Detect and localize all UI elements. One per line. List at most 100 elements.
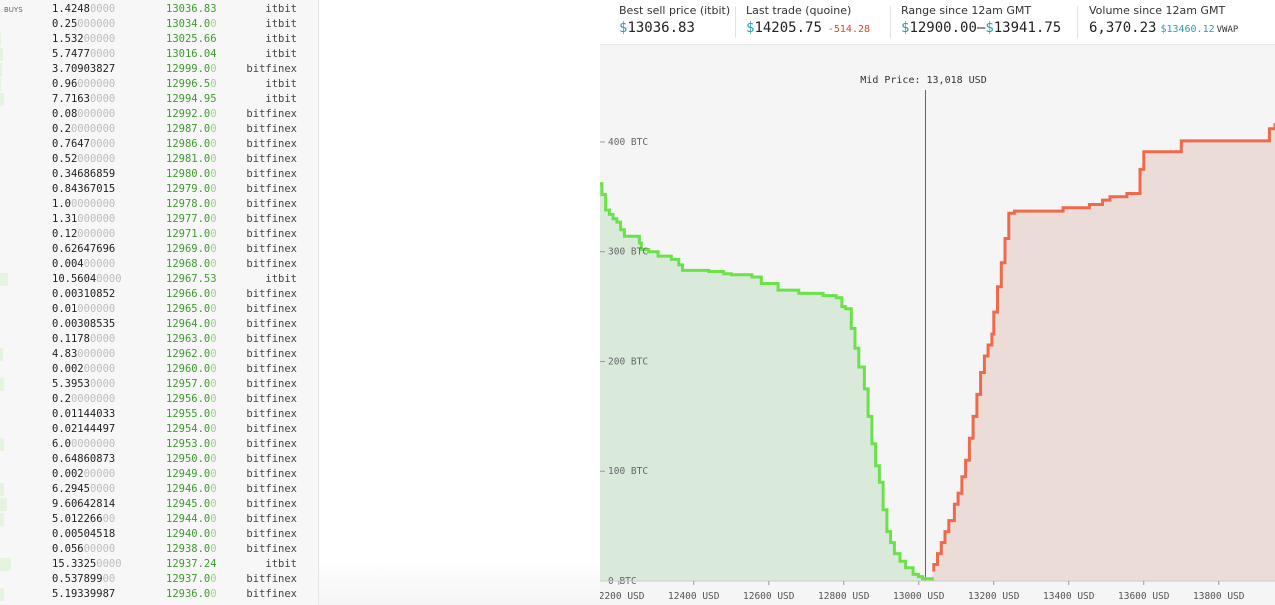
order-price: 12949.00 bbox=[166, 468, 217, 480]
depth-bar bbox=[0, 273, 8, 286]
order-row[interactable]: 0.64860873 12950.00 bitfinex bbox=[0, 452, 318, 467]
order-amount: 0.96000000 bbox=[52, 78, 116, 90]
x-tick-label: 13400 USD bbox=[1043, 591, 1095, 602]
order-exchange: bitfinex bbox=[246, 198, 297, 210]
order-amount: 0.34686859 bbox=[52, 168, 116, 180]
depth-bar bbox=[0, 558, 11, 571]
volume-label: Volume since 12am GMT bbox=[1089, 4, 1226, 17]
order-row[interactable]: 0.08000000 12992.00 bitfinex bbox=[0, 107, 318, 122]
order-row[interactable]: 0.00504518 12940.00 bitfinex bbox=[0, 527, 318, 542]
order-amount: 5.01226600 bbox=[52, 513, 116, 525]
order-row[interactable]: 0.96000000 12996.50 itbit bbox=[0, 77, 318, 92]
best-sell-stat: Best sell price (itbit) $13036.83 bbox=[619, 4, 730, 40]
order-row[interactable]: 1.31000000 12977.00 bitfinex bbox=[0, 212, 318, 227]
order-exchange: bitfinex bbox=[246, 513, 297, 525]
order-row[interactable]: 10.56040000 12967.53 itbit bbox=[0, 272, 318, 287]
order-row[interactable]: 0.01144033 12955.00 bitfinex bbox=[0, 407, 318, 422]
last-trade-value: $14205.75 -514.28 bbox=[746, 20, 870, 36]
order-amount: 0.00310852 bbox=[52, 288, 116, 300]
order-row[interactable]: 1.00000000 12978.00 bitfinex bbox=[0, 197, 318, 212]
order-amount: 0.64860873 bbox=[52, 453, 116, 465]
depth-bar bbox=[0, 63, 2, 76]
order-row[interactable]: 0.25000000 13034.00 itbit bbox=[0, 17, 318, 32]
vwap-label: VWAP bbox=[1216, 25, 1239, 35]
order-row[interactable]: 3.70903827 12999.00 bitfinex bbox=[0, 62, 318, 77]
order-amount: 0.52000000 bbox=[52, 153, 116, 165]
order-row[interactable]: 0.62647696 12969.00 bitfinex bbox=[0, 242, 318, 257]
order-row[interactable]: 5.74770000 13016.04 itbit bbox=[0, 47, 318, 62]
order-price: 12953.00 bbox=[166, 438, 217, 450]
order-price: 12963.00 bbox=[166, 333, 217, 345]
order-book-panel[interactable]: BUYS 1.42480000 13036.83 itbit 0.25000000 13… bbox=[0, 0, 319, 605]
order-row[interactable]: 0.84367015 12979.00 bitfinex bbox=[0, 182, 318, 197]
order-row[interactable]: 0.11780000 12963.00 bitfinex bbox=[0, 332, 318, 347]
last-trade-price: 14205.75 bbox=[754, 20, 822, 36]
order-row[interactable]: 15.33250000 12937.24 itbit bbox=[0, 557, 318, 572]
depth-bar bbox=[0, 483, 4, 496]
order-row[interactable]: 0.00400000 12968.00 bitfinex bbox=[0, 257, 318, 272]
order-row[interactable]: 0.52000000 12981.00 bitfinex bbox=[0, 152, 318, 167]
depth-chart[interactable]: Mid Price: 13,018 USD 0 BTC 100 BTC 200 BTC… bbox=[600, 45, 1275, 605]
order-price: 12980.00 bbox=[166, 168, 217, 180]
order-amount: 0.20000000 bbox=[52, 393, 116, 405]
order-price: 13016.04 bbox=[166, 48, 217, 60]
depth-bar bbox=[0, 588, 4, 601]
order-row[interactable]: 0.00308535 12964.00 bitfinex bbox=[0, 317, 318, 332]
bids-line bbox=[600, 182, 934, 581]
order-row[interactable]: 5.01226600 12944.00 bitfinex bbox=[0, 512, 318, 527]
order-exchange: itbit bbox=[265, 273, 297, 285]
order-price: 12968.00 bbox=[166, 258, 217, 270]
order-row[interactable]: 0.05600000 12938.00 bitfinex bbox=[0, 542, 318, 557]
order-row[interactable]: 4.83000000 12962.00 bitfinex bbox=[0, 347, 318, 362]
order-row[interactable]: 0.01000000 12965.00 bitfinex bbox=[0, 302, 318, 317]
order-amount: 0.00400000 bbox=[52, 258, 116, 270]
order-amount: 5.19339987 bbox=[52, 588, 116, 600]
volume-stat: Volume since 12am GMT 6,370.23 $13460.12 V… bbox=[1089, 4, 1238, 40]
order-row[interactable]: 1.42480000 13036.83 itbit bbox=[0, 2, 318, 17]
order-row[interactable]: 0.12000000 12971.00 bitfinex bbox=[0, 227, 318, 242]
order-exchange: bitfinex bbox=[246, 243, 297, 255]
order-row[interactable]: 0.20000000 12956.00 bitfinex bbox=[0, 392, 318, 407]
order-amount: 4.83000000 bbox=[52, 348, 116, 360]
order-price: 12940.00 bbox=[166, 528, 217, 540]
order-row[interactable]: 6.00000000 12953.00 bitfinex bbox=[0, 437, 318, 452]
order-amount: 5.39530000 bbox=[52, 378, 116, 390]
stat-divider bbox=[1077, 6, 1078, 38]
x-tick-label: 12600 USD bbox=[743, 591, 795, 602]
order-exchange: itbit bbox=[265, 93, 297, 105]
panel-fade bbox=[318, 560, 600, 605]
range-high-currency: $ bbox=[985, 20, 994, 36]
order-row[interactable]: 0.20000000 12987.00 bitfinex bbox=[0, 122, 318, 137]
order-price: 12986.00 bbox=[166, 138, 217, 150]
order-amount: 6.00000000 bbox=[52, 438, 116, 450]
order-price: 12981.00 bbox=[166, 153, 217, 165]
order-row[interactable]: 0.00310852 12966.00 bitfinex bbox=[0, 287, 318, 302]
order-row[interactable]: 1.53200000 13025.66 itbit bbox=[0, 32, 318, 47]
stat-divider bbox=[735, 6, 736, 38]
x-tick-label: 13600 USD bbox=[1118, 591, 1170, 602]
order-exchange: bitfinex bbox=[246, 423, 297, 435]
order-price: 12954.00 bbox=[166, 423, 217, 435]
order-row[interactable]: 7.71630000 12994.95 itbit bbox=[0, 92, 318, 107]
order-price: 12955.00 bbox=[166, 408, 217, 420]
order-exchange: bitfinex bbox=[246, 573, 297, 585]
order-row[interactable]: 0.34686859 12980.00 bitfinex bbox=[0, 167, 318, 182]
range-low: 12900.00 bbox=[909, 20, 977, 36]
order-row[interactable]: 5.39530000 12957.00 bitfinex bbox=[0, 377, 318, 392]
order-exchange: bitfinex bbox=[246, 123, 297, 135]
order-price: 12956.00 bbox=[166, 393, 217, 405]
order-row[interactable]: 9.60642814 12945.00 bitfinex bbox=[0, 497, 318, 512]
order-exchange: bitfinex bbox=[246, 153, 297, 165]
order-exchange: bitfinex bbox=[246, 438, 297, 450]
order-row[interactable]: 0.76470000 12986.00 bitfinex bbox=[0, 137, 318, 152]
order-row[interactable]: 6.29450000 12946.00 bitfinex bbox=[0, 482, 318, 497]
order-row[interactable]: 5.19339987 12936.00 bitfinex bbox=[0, 587, 318, 602]
order-row[interactable]: 0.53789900 12937.00 bitfinex bbox=[0, 572, 318, 587]
last-trade-currency: $ bbox=[746, 20, 755, 36]
order-row[interactable]: 0.00200000 12960.00 bitfinex bbox=[0, 362, 318, 377]
order-row[interactable]: 0.02144497 12954.00 bitfinex bbox=[0, 422, 318, 437]
order-amount: 1.42480000 bbox=[52, 3, 116, 15]
order-exchange: itbit bbox=[265, 3, 297, 15]
order-row[interactable]: 0.00200000 12949.00 bitfinex bbox=[0, 467, 318, 482]
